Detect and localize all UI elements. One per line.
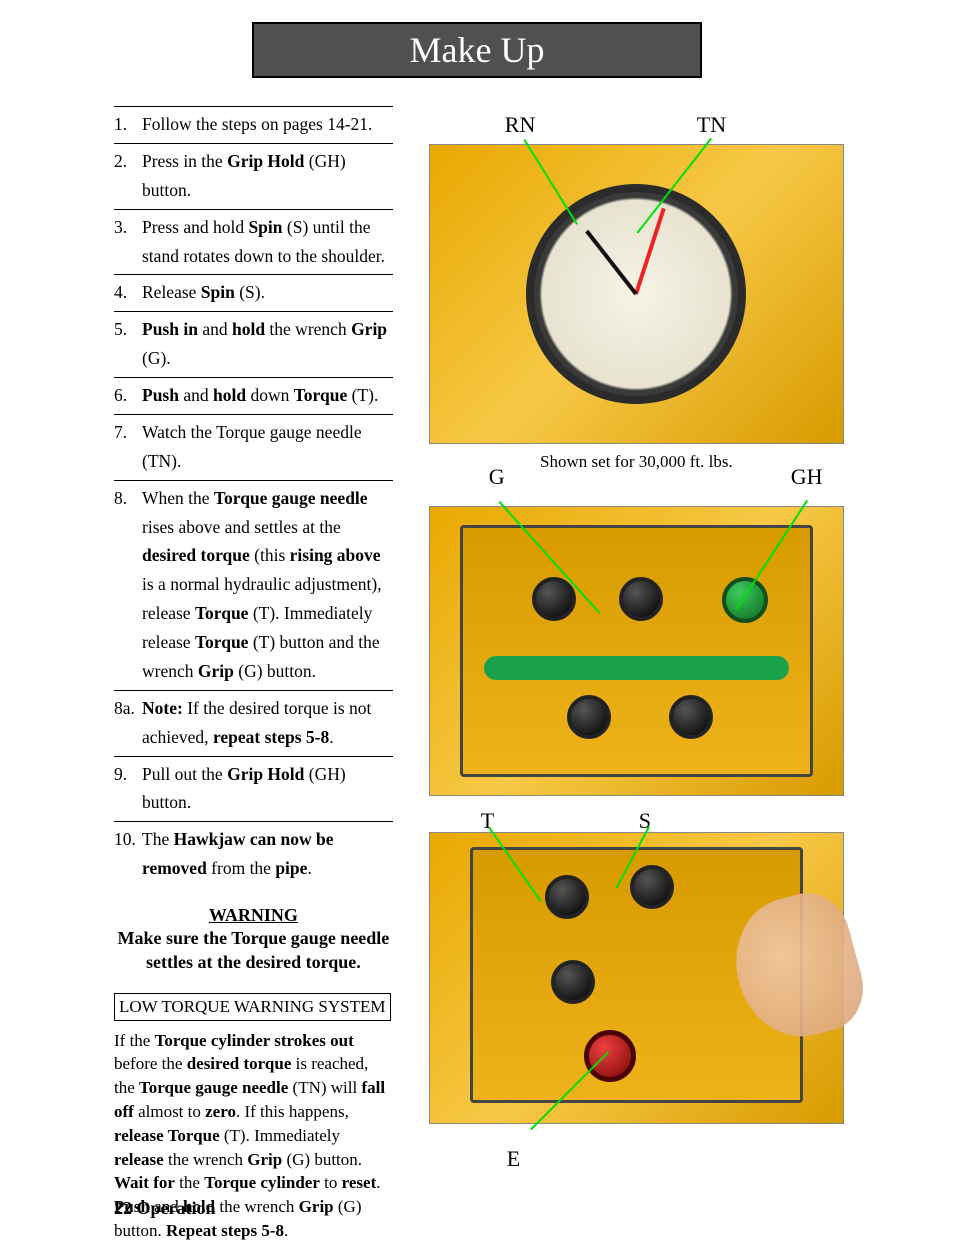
grip-hold-button-icon (722, 577, 768, 623)
upper-panel-body (460, 525, 813, 777)
step-number: 8. (114, 484, 142, 686)
label-rn: RN (505, 112, 536, 138)
knob-lower-right-icon (669, 695, 713, 739)
label-gh: GH (791, 464, 823, 490)
page-title-banner: Make Up (252, 22, 702, 78)
step-text: Pull out the Grip Hold (GH) button. (142, 760, 393, 818)
figure-lower-panel (429, 832, 844, 1124)
steps-list: 1.Follow the steps on pages 14-21.2.Pres… (114, 106, 393, 887)
figure-upper-panel (429, 506, 844, 796)
step-number: 7. (114, 418, 142, 476)
step-text: Release Spin (S). (142, 278, 393, 307)
step-item: 9.Pull out the Grip Hold (GH) button. (114, 756, 393, 822)
knob-lower-left-icon (567, 695, 611, 739)
grip-bar-icon (484, 656, 790, 680)
step-text: Watch the Torque gauge needle (TN). (142, 418, 393, 476)
page-footer: 22 Operation (114, 1198, 216, 1219)
label-tn: TN (697, 112, 726, 138)
left-column: 1.Follow the steps on pages 14-21.2.Pres… (114, 106, 393, 1243)
step-text: The Hawkjaw can now be removed from the … (142, 825, 393, 883)
label-e: E (507, 1146, 520, 1172)
step-text: Follow the steps on pages 14-21. (142, 110, 393, 139)
step-item: 1.Follow the steps on pages 14-21. (114, 106, 393, 143)
step-number: 10. (114, 825, 142, 883)
label-g: G (489, 464, 505, 490)
step-number: 4. (114, 278, 142, 307)
warning-block: WARNING Make sure the Torque gauge needl… (114, 905, 393, 975)
torque-gauge-icon (526, 184, 746, 404)
torque-knob-icon (545, 875, 589, 919)
mid-knob-icon (551, 960, 595, 1004)
step-text: Push in and hold the wrench Grip (G). (142, 315, 393, 373)
step-item: 7.Watch the Torque gauge needle (TN). (114, 414, 393, 480)
step-item: 4.Release Spin (S). (114, 274, 393, 311)
step-number: 1. (114, 110, 142, 139)
step-item: 8a.Note: If the desired torque is not ac… (114, 690, 393, 756)
step-number: 9. (114, 760, 142, 818)
step-text: Note: If the desired torque is not achie… (142, 694, 393, 752)
step-number: 6. (114, 381, 142, 410)
step-number: 5. (114, 315, 142, 373)
step-item: 10.The Hawkjaw can now be removed from t… (114, 821, 393, 887)
spin-knob-icon (630, 865, 674, 909)
warning-text: Make sure the Torque gauge needle settle… (114, 926, 393, 975)
step-item: 8.When the Torque gauge needle rises abo… (114, 480, 393, 690)
estop-button-icon (584, 1030, 636, 1082)
step-text: Press in the Grip Hold (GH) button. (142, 147, 393, 205)
step-text: Press and hold Spin (S) until the stand … (142, 213, 393, 271)
warning-heading: WARNING (114, 905, 393, 926)
step-item: 5.Push in and hold the wrench Grip (G). (114, 311, 393, 377)
step-text: When the Torque gauge needle rises above… (142, 484, 393, 686)
page-title: Make Up (410, 29, 545, 71)
step-number: 2. (114, 147, 142, 205)
figure-gauge (429, 144, 844, 444)
knob-center-icon (619, 577, 663, 621)
right-column: RN TN Shown set for 30,000 ft. lbs. G GH… (429, 106, 844, 1243)
step-item: 2.Press in the Grip Hold (GH) button. (114, 143, 393, 209)
step-item: 3.Press and hold Spin (S) until the stan… (114, 209, 393, 275)
ltws-heading: LOW TORQUE WARNING SYSTEM (114, 993, 391, 1021)
knob-left-icon (532, 577, 576, 621)
leader-rn (523, 139, 578, 225)
step-number: 8a. (114, 694, 142, 752)
content-columns: 1.Follow the steps on pages 14-21.2.Pres… (0, 106, 954, 1243)
step-number: 3. (114, 213, 142, 271)
step-text: Push and hold down Torque (T). (142, 381, 393, 410)
step-item: 6.Push and hold down Torque (T). (114, 377, 393, 414)
